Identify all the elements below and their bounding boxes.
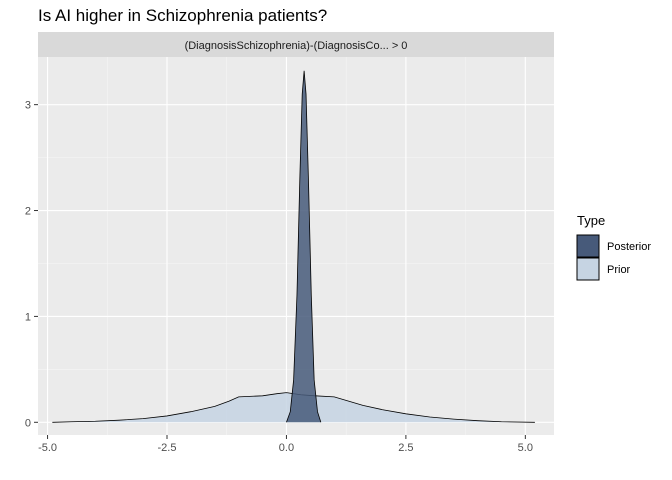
legend-title: Type [577, 213, 605, 228]
y-tick-label: 0 [25, 417, 31, 429]
legend: Type Posterior Prior [576, 213, 651, 281]
x-tick-label: 0.0 [279, 442, 294, 454]
x-tick-label: 2.5 [398, 442, 413, 454]
strip-background [38, 32, 554, 57]
x-tick-label: -2.5 [158, 442, 177, 454]
chart-title: Is AI higher in Schizophrenia patients? [38, 6, 328, 25]
density-outline-posterior [286, 70, 322, 423]
density-series [52, 70, 535, 423]
density-outline-prior [52, 392, 535, 423]
x-tick-label: 5.0 [518, 442, 533, 454]
legend-label-prior: Prior [607, 264, 631, 276]
y-tick-label: 3 [25, 100, 31, 112]
facet-strip-label: (DiagnosisSchizophrenia)-(DiagnosisCo...… [185, 40, 408, 52]
axes: -5.0 -2.5 0.0 2.5 5.0 0 1 2 3 [25, 100, 533, 454]
legend-label-posterior: Posterior [607, 241, 651, 253]
minor-gridlines [38, 57, 554, 435]
x-tick-label: -5.0 [38, 442, 57, 454]
y-tick-label: 1 [25, 311, 31, 323]
y-tick-label: 2 [25, 206, 31, 218]
legend-key-posterior [576, 234, 600, 258]
legend-key-prior [576, 257, 600, 281]
